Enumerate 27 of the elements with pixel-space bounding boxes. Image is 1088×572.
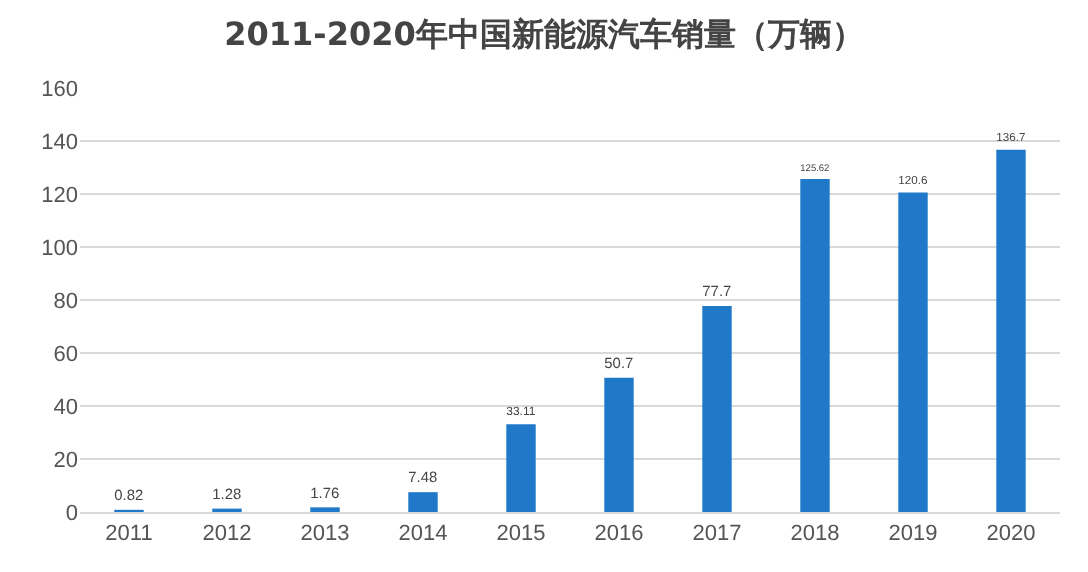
- x-tick-label: 2019: [888, 522, 938, 547]
- x-tick-label: 2013: [300, 522, 350, 547]
- bar: [506, 424, 536, 512]
- bar: [604, 377, 634, 512]
- bar: [996, 149, 1026, 512]
- y-tick-label: 20: [53, 448, 78, 473]
- chart-title: 2011-2020年中国新能源汽车销量（万辆）: [224, 15, 864, 54]
- x-tick-label: 2016: [594, 522, 644, 547]
- y-tick-label: 100: [41, 236, 78, 261]
- y-tick-label: 140: [41, 130, 78, 155]
- y-tick-label: 80: [53, 289, 78, 314]
- y-tick-label: 120: [41, 183, 78, 208]
- x-tick-label: 2018: [790, 522, 840, 547]
- x-tick-label: 2014: [398, 522, 448, 547]
- x-tick-label: 2012: [202, 522, 252, 547]
- bar: [898, 192, 928, 512]
- y-tick-label: 60: [53, 342, 78, 367]
- y-tick-label: 40: [53, 395, 78, 420]
- x-tick-label: 2011: [105, 522, 153, 547]
- x-tick-label: 2015: [496, 522, 546, 547]
- bar: [702, 306, 732, 512]
- bar: [800, 179, 830, 512]
- x-tick-label: 2017: [692, 522, 742, 547]
- y-tick-label: 160: [41, 77, 78, 102]
- x-tick-label: 2020: [986, 522, 1036, 547]
- y-tick-label: 0: [65, 501, 78, 526]
- bar: [408, 492, 438, 512]
